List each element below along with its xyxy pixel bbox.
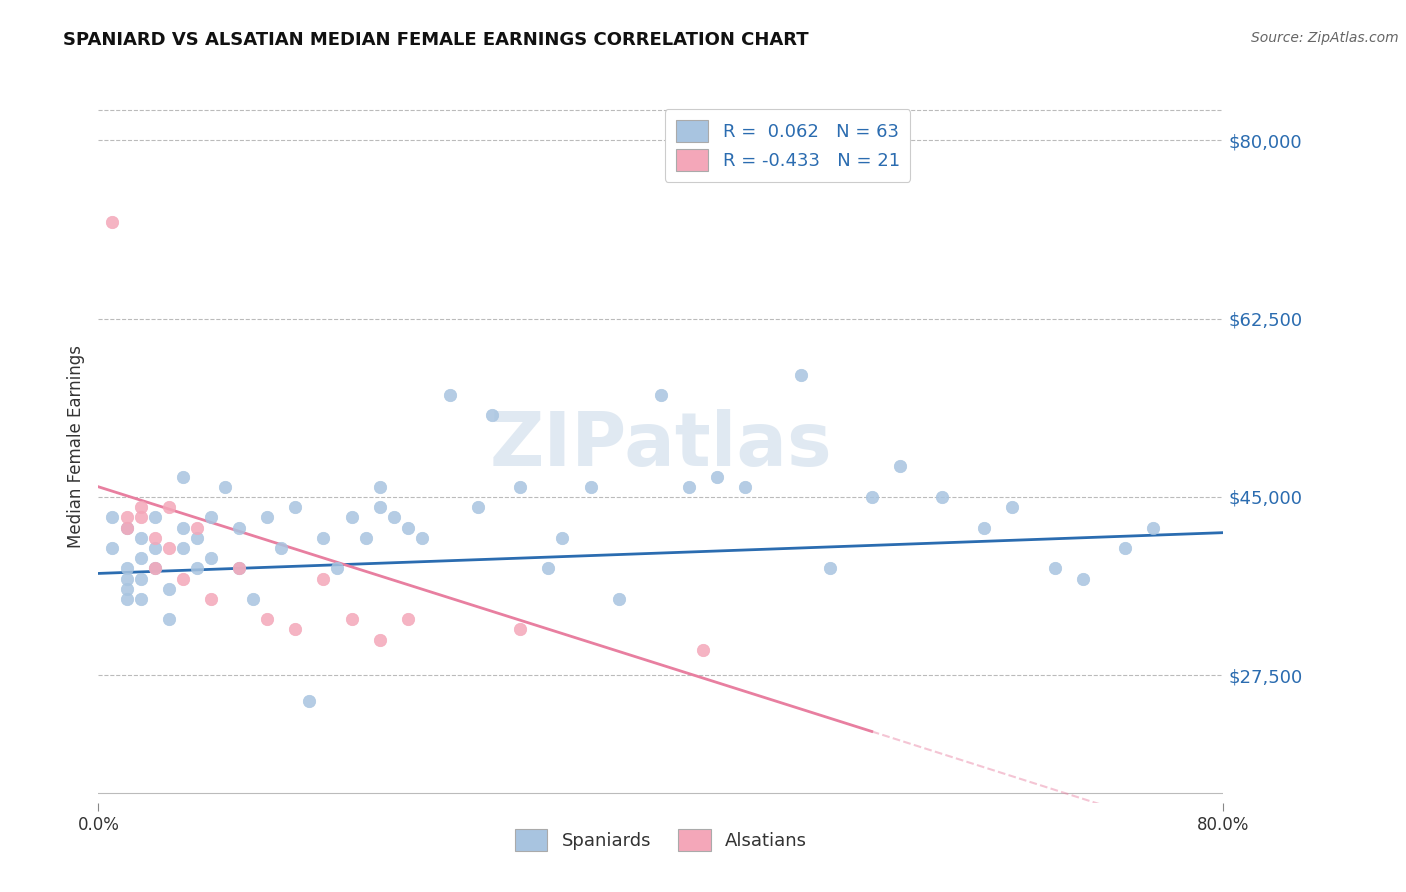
Point [186, 531, 208, 545]
Point [284, 500, 307, 515]
Point [340, 510, 363, 524]
Point [186, 561, 208, 575]
Point [115, 520, 138, 534]
Point [115, 561, 138, 575]
Point [101, 510, 124, 524]
Point [115, 582, 138, 596]
Point [284, 623, 307, 637]
Point [172, 572, 194, 586]
Point [101, 541, 124, 555]
Point [228, 561, 250, 575]
Point [228, 561, 250, 575]
Point [1142, 520, 1164, 534]
Point [340, 612, 363, 626]
Point [157, 612, 180, 626]
Point [129, 591, 152, 606]
Point [200, 510, 222, 524]
Point [607, 591, 630, 606]
Point [129, 500, 152, 515]
Point [157, 582, 180, 596]
Point [143, 561, 166, 575]
Point [256, 612, 278, 626]
Point [354, 531, 377, 545]
Point [860, 490, 883, 504]
Point [172, 520, 194, 534]
Point [143, 561, 166, 575]
Point [115, 510, 138, 524]
Point [143, 510, 166, 524]
Point [228, 520, 250, 534]
Point [551, 531, 574, 545]
Point [650, 388, 672, 402]
Y-axis label: Median Female Earnings: Median Female Earnings [66, 344, 84, 548]
Point [129, 510, 152, 524]
Point [157, 541, 180, 555]
Point [481, 409, 503, 423]
Point [200, 551, 222, 566]
Point [368, 480, 391, 494]
Point [312, 531, 335, 545]
Point [129, 572, 152, 586]
Point [115, 520, 138, 534]
Point [509, 480, 531, 494]
Point [242, 591, 264, 606]
Legend: Spaniards, Alsatians: Spaniards, Alsatians [508, 822, 814, 858]
Point [326, 561, 349, 575]
Point [706, 469, 728, 483]
Point [439, 388, 461, 402]
Point [889, 459, 911, 474]
Point [129, 531, 152, 545]
Point [509, 623, 531, 637]
Point [214, 480, 236, 494]
Point [143, 531, 166, 545]
Point [312, 572, 335, 586]
Text: SPANIARD VS ALSATIAN MEDIAN FEMALE EARNINGS CORRELATION CHART: SPANIARD VS ALSATIAN MEDIAN FEMALE EARNI… [63, 31, 808, 49]
Point [186, 520, 208, 534]
Point [931, 490, 953, 504]
Text: Source: ZipAtlas.com: Source: ZipAtlas.com [1251, 31, 1399, 45]
Point [157, 500, 180, 515]
Point [115, 572, 138, 586]
Point [115, 591, 138, 606]
Point [270, 541, 292, 555]
Point [101, 215, 124, 229]
Point [790, 368, 813, 382]
Point [818, 561, 841, 575]
Point [1114, 541, 1136, 555]
Point [678, 480, 700, 494]
Point [692, 643, 714, 657]
Point [256, 510, 278, 524]
Point [467, 500, 489, 515]
Point [1043, 561, 1066, 575]
Point [734, 480, 756, 494]
Point [973, 520, 995, 534]
Point [143, 541, 166, 555]
Point [1001, 500, 1024, 515]
Text: ZIPatlas: ZIPatlas [489, 409, 832, 483]
Point [579, 480, 602, 494]
Point [298, 694, 321, 708]
Point [368, 632, 391, 647]
Point [382, 510, 405, 524]
Point [368, 500, 391, 515]
Point [396, 612, 419, 626]
Point [172, 541, 194, 555]
Point [411, 531, 433, 545]
Point [1071, 572, 1094, 586]
Point [396, 520, 419, 534]
Point [172, 469, 194, 483]
Point [200, 591, 222, 606]
Point [537, 561, 560, 575]
Point [129, 551, 152, 566]
